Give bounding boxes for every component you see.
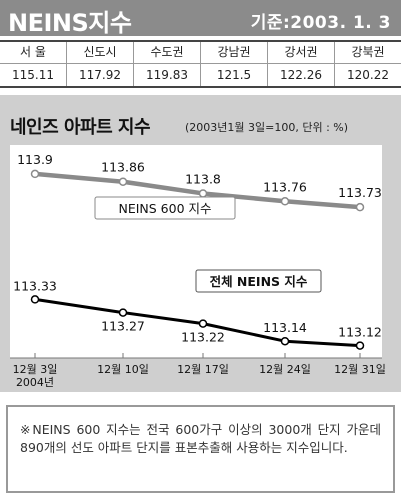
region-value: 122.26 xyxy=(280,68,322,82)
line-chart: 113.9 113.86 113.8 113.76 113.73 113.33 113.27… xyxy=(10,145,386,389)
region-column: 강북권 120.22 xyxy=(334,42,401,86)
region-column: 강서권 122.26 xyxy=(267,42,334,86)
data-point xyxy=(198,189,208,198)
region-column: 서 울 115.11 xyxy=(0,42,66,86)
region-name: 서 울 xyxy=(0,42,66,64)
footnote-box: ※NEINS 600 지수는 전국 600가구 이상의 3000개 단지 가운데… xyxy=(6,405,395,493)
data-point xyxy=(198,319,208,328)
data-label: 113.33 xyxy=(13,278,57,293)
series-label-box xyxy=(94,196,236,220)
x-year-label: 2004년 xyxy=(16,376,54,389)
header-date: 기준:2003. 1. 3 xyxy=(250,13,391,33)
x-tick-label: 12월 31일 xyxy=(334,362,386,376)
data-point xyxy=(280,336,290,346)
data-point xyxy=(30,169,40,179)
region-value: 121.5 xyxy=(216,68,252,82)
chart-subtitle: (2003년1월 3일=100, 단위 : %) xyxy=(185,121,349,134)
region-column: 강남권 121.5 xyxy=(200,42,267,86)
region-value: 119.83 xyxy=(146,68,188,82)
data-label: 113.9 xyxy=(17,152,53,167)
series-label-box xyxy=(195,269,322,293)
region-value: 120.22 xyxy=(347,68,389,82)
region-name: 강서권 xyxy=(268,42,334,64)
data-point xyxy=(30,295,40,304)
data-label: 113.8 xyxy=(185,171,221,186)
series-label: 전체 NEINS 지수 xyxy=(210,274,308,289)
region-name: 수도권 xyxy=(134,42,200,64)
x-tick-label: 12월 3일 xyxy=(13,362,58,376)
header-bar: NEINS지수 기준:2003. 1. 3 xyxy=(0,0,401,37)
footnote-text: ※NEINS 600 지수는 전국 600가구 이상의 3000개 단지 가운데… xyxy=(20,422,381,455)
data-point xyxy=(118,177,128,186)
data-label: 113.73 xyxy=(338,185,382,200)
data-point xyxy=(355,202,365,212)
region-value: 115.11 xyxy=(12,68,54,82)
data-label: 113.14 xyxy=(263,320,307,335)
data-point xyxy=(355,341,365,350)
data-label: 113.22 xyxy=(181,330,225,345)
chart-panel: 113.9 113.86 113.8 113.76 113.73 113.33 113.27… xyxy=(0,95,401,392)
chart-title: 네인즈 아파트 지수 xyxy=(10,117,151,138)
region-value: 117.92 xyxy=(79,68,121,82)
region-name: 강남권 xyxy=(201,42,267,64)
region-index-table: 서 울 115.11 신도시 117.92 수도권 119.83 강남권 121… xyxy=(0,40,401,88)
region-name: 강북권 xyxy=(335,42,401,64)
header-title: NEINS지수 xyxy=(8,9,132,37)
data-point xyxy=(280,197,290,206)
region-name: 신도시 xyxy=(67,42,133,64)
x-tick-label: 12월 24일 xyxy=(259,362,311,376)
data-label: 113.76 xyxy=(263,179,307,194)
x-tick-label: 12월 17일 xyxy=(177,362,229,376)
x-tick-label: 12월 10일 xyxy=(97,362,149,376)
data-label: 113.27 xyxy=(101,319,145,334)
series-label: NEINS 600 지수 xyxy=(118,201,211,216)
data-label: 113.12 xyxy=(338,325,382,340)
region-column: 수도권 119.83 xyxy=(133,42,200,86)
data-label: 113.86 xyxy=(101,160,145,175)
data-point xyxy=(118,308,128,317)
region-column: 신도시 117.92 xyxy=(66,42,133,86)
